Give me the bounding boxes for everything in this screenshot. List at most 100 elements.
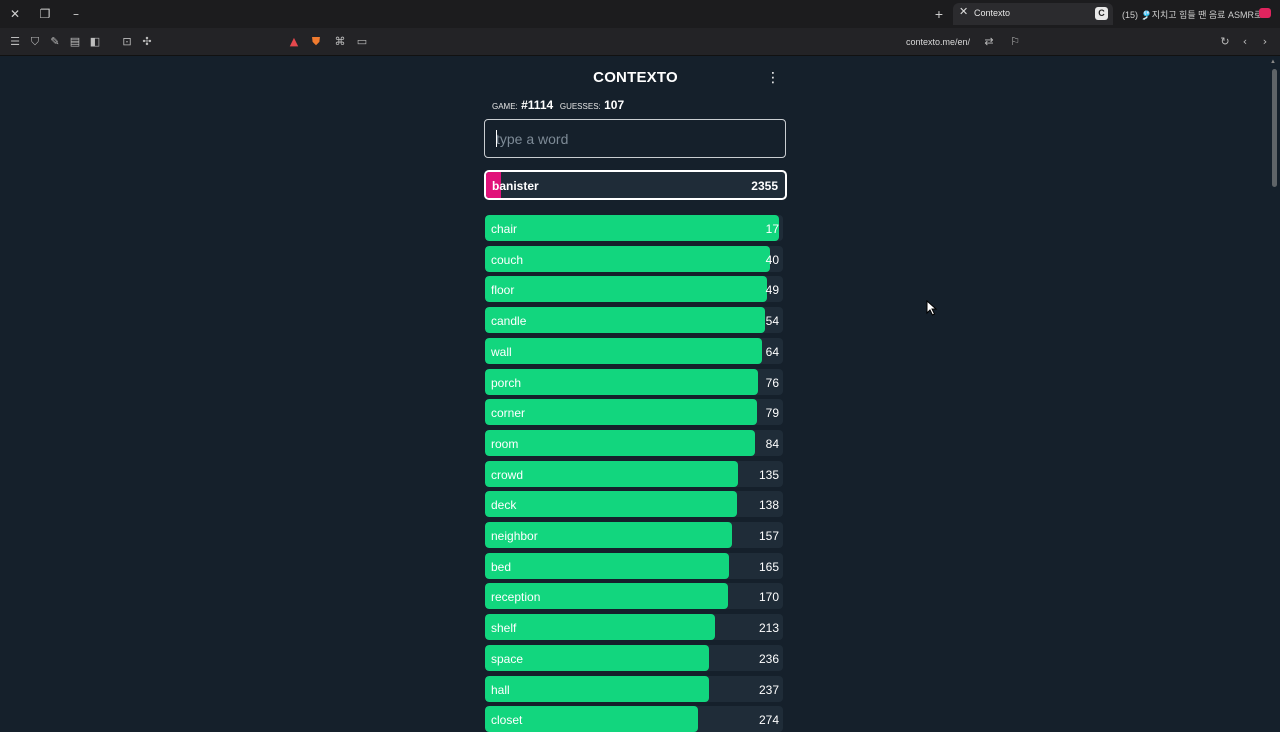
guess-rank: 64 bbox=[765, 344, 779, 359]
contexto-favicon-icon: C bbox=[1095, 7, 1108, 20]
guess-row: reception 170 bbox=[485, 583, 783, 610]
guess-word: deck bbox=[491, 498, 517, 513]
reload-icon[interactable]: ↻ bbox=[1220, 35, 1230, 48]
current-guess-row: banister 2355 bbox=[484, 170, 787, 200]
tab-title: Contexto bbox=[974, 8, 1011, 18]
current-guess-rank: 2355 bbox=[751, 179, 778, 193]
guess-rank: 237 bbox=[758, 682, 779, 697]
scrollbar-thumb[interactable] bbox=[1272, 69, 1277, 187]
guess-similarity-bar bbox=[485, 460, 739, 487]
guess-similarity-bar bbox=[485, 215, 779, 241]
guess-similarity-bar bbox=[485, 491, 738, 518]
guess-rank: 76 bbox=[765, 375, 779, 390]
tabs-icon[interactable]: ⊡ bbox=[122, 35, 132, 48]
guess-row: crowd 135 bbox=[485, 460, 783, 487]
cast-icon[interactable]: ▭ bbox=[356, 35, 368, 48]
guess-row: floor 49 bbox=[485, 276, 783, 303]
browser-tab-bar: ✕ ❐ – + ✕ Contexto C (15) 🎐지치고 힘들 땐 음료 A… bbox=[0, 0, 1280, 28]
guess-similarity-bar bbox=[485, 552, 730, 579]
text-caret bbox=[496, 130, 497, 147]
address-bar[interactable]: contexto.me/en/ bbox=[906, 37, 971, 47]
guess-similarity-bar bbox=[485, 307, 766, 334]
guess-similarity-bar bbox=[485, 368, 758, 395]
word-input[interactable] bbox=[484, 119, 786, 158]
extensions-icon[interactable]: ✣ bbox=[142, 35, 152, 48]
forward-icon[interactable]: › bbox=[1262, 35, 1268, 48]
guess-similarity-bar bbox=[485, 245, 771, 272]
warning-icon[interactable]: ▲ bbox=[289, 35, 299, 48]
guess-rank: 236 bbox=[758, 651, 779, 666]
mouse-cursor-icon bbox=[926, 300, 938, 316]
pin-icon[interactable]: ✎ bbox=[50, 35, 60, 48]
shield-icon[interactable]: ⛉ bbox=[30, 35, 40, 48]
game-label: GAME: bbox=[492, 102, 518, 111]
guess-rank: 84 bbox=[765, 436, 779, 451]
guesses-count: 107 bbox=[604, 98, 625, 112]
tab-youtube[interactable]: (15) 🎐지치고 힘들 땐 음료 ASMR로 bbox=[1122, 10, 1263, 20]
translate-icon[interactable]: ⌘ bbox=[334, 35, 346, 48]
menu-icon[interactable]: ☰ bbox=[10, 35, 20, 48]
guess-word: crowd bbox=[491, 467, 524, 482]
guess-rank: 40 bbox=[765, 252, 779, 267]
sidebar-icon[interactable]: ◧ bbox=[89, 35, 101, 48]
browser-toolbar: ☰ ⛉ ✎ ▤ ◧ ⊡ ✣ ▲ ⛊ ⌘ ▭ contexto.me/en/ ⇄ … bbox=[0, 28, 1280, 56]
guess-row: closet 274 bbox=[485, 706, 783, 732]
tab-close-icon[interactable]: ✕ bbox=[959, 6, 969, 18]
guess-word: porch bbox=[491, 375, 522, 390]
guess-word: closet bbox=[491, 713, 523, 728]
guess-rank: 138 bbox=[758, 498, 779, 513]
close-window-icon[interactable]: ✕ bbox=[9, 7, 21, 21]
guesses-label: GUESSES: bbox=[559, 102, 601, 111]
guess-rank: 79 bbox=[765, 406, 779, 421]
guess-rank: 17 bbox=[765, 222, 779, 236]
guess-word: shelf bbox=[491, 621, 517, 636]
guess-rank: 165 bbox=[758, 559, 779, 574]
guess-similarity-bar bbox=[485, 399, 757, 426]
guess-row: room 84 bbox=[485, 429, 783, 456]
minimize-window-icon[interactable]: – bbox=[73, 7, 79, 21]
guess-row: space 236 bbox=[485, 644, 783, 671]
back-icon[interactable]: ‹ bbox=[1242, 35, 1248, 48]
current-guess-word: banister bbox=[492, 179, 539, 193]
window-icon[interactable]: ▤ bbox=[69, 35, 81, 48]
guess-row: neighbor 157 bbox=[485, 522, 783, 548]
page-content: CONTEXTO ⋮ GAME: #1114 GUESSES: 107 bani… bbox=[0, 57, 1268, 732]
site-settings-icon[interactable]: ⇄ bbox=[984, 35, 994, 48]
tab-contexto[interactable]: ✕ Contexto C bbox=[953, 3, 1113, 25]
guess-row: couch 40 bbox=[485, 245, 783, 272]
brave-shield-icon[interactable]: ⛊ bbox=[311, 35, 321, 48]
guess-word: room bbox=[491, 436, 519, 451]
guess-rank: 157 bbox=[758, 529, 779, 543]
guess-rank: 135 bbox=[758, 467, 779, 482]
youtube-favicon-icon bbox=[1259, 8, 1271, 18]
guess-word: candle bbox=[491, 314, 527, 329]
guess-word: couch bbox=[491, 252, 524, 267]
guess-word: corner bbox=[491, 406, 526, 421]
guess-similarity-bar bbox=[485, 429, 755, 456]
guess-rank: 213 bbox=[758, 621, 779, 636]
page-scrollbar[interactable]: ▲ bbox=[1268, 57, 1280, 720]
guess-row: chair 17 bbox=[485, 215, 783, 241]
page-title: CONTEXTO bbox=[593, 69, 678, 86]
new-tab-icon[interactable]: + bbox=[934, 6, 944, 22]
more-options-icon[interactable]: ⋮ bbox=[766, 69, 780, 85]
guess-word: hall bbox=[491, 682, 510, 697]
guess-similarity-bar bbox=[485, 644, 709, 671]
guess-word: chair bbox=[491, 222, 518, 236]
guess-rank: 54 bbox=[765, 314, 779, 329]
guess-word: floor bbox=[491, 283, 515, 298]
guess-word: reception bbox=[491, 590, 541, 605]
guess-similarity-bar bbox=[485, 583, 728, 610]
restore-window-icon[interactable]: ❐ bbox=[39, 7, 51, 21]
guess-word: neighbor bbox=[491, 529, 538, 543]
guess-row: wall 64 bbox=[485, 337, 783, 364]
guess-row: porch 76 bbox=[485, 368, 783, 395]
guess-word: wall bbox=[491, 344, 512, 359]
guess-row: corner 79 bbox=[485, 399, 783, 426]
current-guess-bar bbox=[486, 172, 501, 198]
guess-row: bed 165 bbox=[485, 552, 783, 579]
guess-word: space bbox=[491, 651, 524, 666]
bookmark-icon[interactable]: ⚐ bbox=[1010, 35, 1020, 48]
guess-row: deck 138 bbox=[485, 491, 783, 518]
scroll-up-icon[interactable]: ▲ bbox=[1270, 59, 1276, 65]
